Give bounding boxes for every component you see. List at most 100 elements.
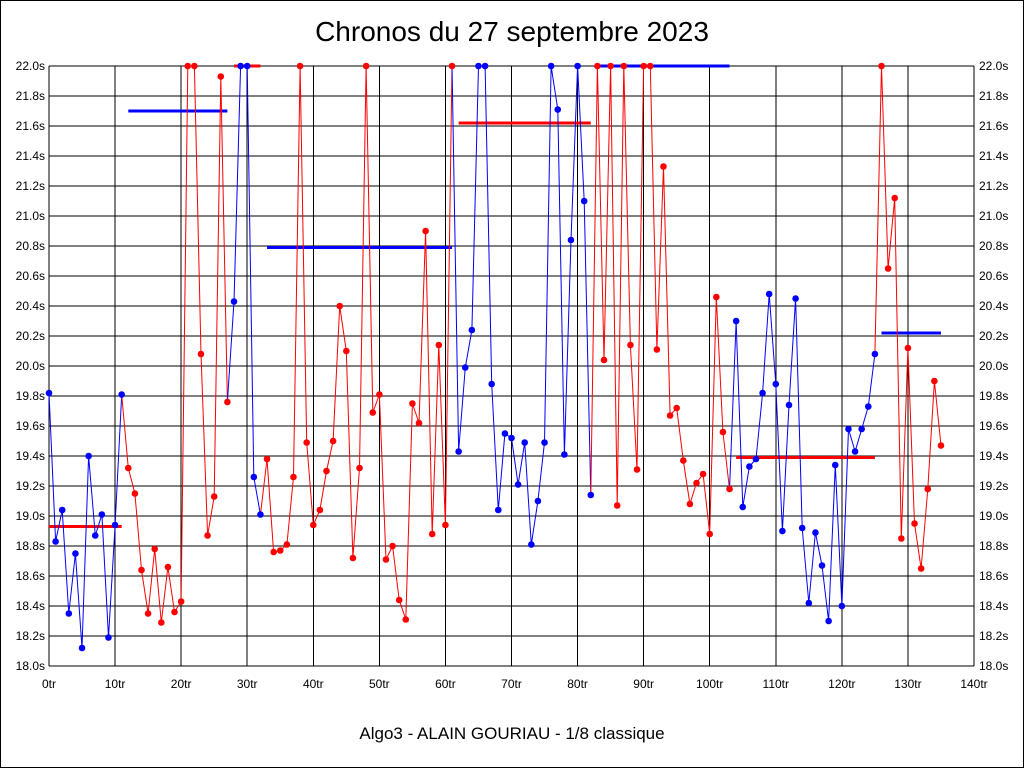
grid (48, 65, 975, 667)
series-line-red (881, 65, 942, 569)
data-point-red (349, 554, 357, 562)
data-point-red (693, 479, 700, 487)
data-point-blue (561, 451, 568, 458)
data-point-blue (831, 461, 839, 469)
series-connector-red (874, 65, 882, 355)
data-point-red (164, 563, 172, 571)
data-point-blue (111, 521, 119, 529)
y-tick-label-right: 18.2s (979, 629, 1008, 643)
data-point-blue (772, 380, 780, 388)
series-connector-blue (729, 320, 737, 490)
x-tick-label: 0tr (42, 677, 56, 691)
data-point-red (296, 62, 304, 70)
y-tick-label-right: 20.4s (979, 299, 1008, 313)
y-tick-label-right: 20.8s (979, 239, 1008, 253)
chart-title: Chronos du 27 septembre 2023 (315, 16, 709, 47)
y-tick-label-right: 21.4s (979, 149, 1008, 163)
y-tick-label-left: 20.6s (16, 269, 45, 283)
data-point-blue (541, 439, 548, 446)
x-tick-label: 30tr (237, 677, 258, 691)
data-point-red (713, 293, 720, 301)
data-point-red (177, 598, 185, 605)
data-point-blue (746, 463, 753, 470)
data-point-red (204, 532, 211, 539)
data-point-blue (805, 599, 813, 607)
data-point-red (151, 545, 159, 553)
y-tick-label-right: 21.8s (979, 89, 1008, 103)
data-point-blue (85, 452, 92, 460)
data-point-red (937, 442, 945, 449)
y-tick-label-left: 18.4s (16, 599, 45, 613)
data-point-blue (65, 610, 73, 617)
series (48, 65, 942, 649)
series-connector-red (121, 394, 129, 469)
data-point-red (666, 412, 674, 419)
data-point-blue (851, 448, 859, 455)
data-point-blue (78, 644, 86, 652)
data-point-blue (792, 295, 799, 302)
data-point-blue (752, 455, 760, 463)
data-point-blue (845, 425, 852, 433)
data-point-red (382, 556, 390, 563)
data-point-red (884, 265, 892, 272)
data-point-blue (468, 326, 476, 334)
y-tick-label-right: 18.6s (979, 569, 1008, 583)
data-point-blue (528, 541, 535, 548)
y-tick-label-right: 19.2s (979, 479, 1008, 493)
data-point-blue (818, 562, 826, 569)
y-tick-label-right: 20.2s (979, 329, 1008, 343)
data-point-red (428, 530, 436, 538)
y-tick-label-right: 19.4s (979, 449, 1008, 463)
data-point-blue (554, 106, 562, 113)
data-point-red (686, 500, 694, 508)
y-tick-label-left: 20.2s (16, 329, 45, 343)
y-tick-label-left: 22.0s (16, 59, 45, 73)
data-point-blue (105, 634, 112, 641)
data-point-red (613, 502, 621, 509)
series-connector-red (590, 65, 598, 496)
y-tick-label-left: 21.6s (16, 119, 45, 133)
data-point-red (442, 521, 449, 529)
data-point-blue (739, 503, 747, 511)
data-point-blue (230, 298, 238, 305)
y-tick-label-right: 18.0s (979, 659, 1008, 673)
y-tick-label-right: 19.8s (979, 389, 1008, 403)
data-point-red (343, 347, 350, 355)
data-point-blue (798, 524, 806, 532)
data-point-red (138, 566, 145, 574)
data-point-red (369, 409, 377, 416)
data-point-red (660, 163, 667, 170)
data-point-red (356, 464, 363, 472)
data-point-blue (72, 550, 79, 557)
data-point-red (336, 302, 344, 310)
data-point-red (362, 62, 370, 70)
data-point-blue (52, 538, 59, 545)
x-tick-label: 70tr (501, 677, 522, 691)
y-tick-label-right: 19.6s (979, 419, 1008, 433)
data-point-red (184, 62, 192, 70)
y-tick-label-left: 20.0s (16, 359, 45, 373)
data-point-red (607, 62, 614, 70)
data-point-blue (732, 317, 740, 325)
data-point-blue (481, 62, 489, 70)
data-point-red (158, 619, 165, 626)
y-tick-label-right: 21.6s (979, 119, 1008, 133)
data-point-red (402, 616, 410, 623)
x-tick-label: 110tr (763, 677, 789, 691)
x-tick-label: 100tr (696, 677, 723, 691)
data-point-red (409, 400, 416, 407)
data-point-blue (838, 602, 846, 610)
data-point-red (435, 341, 443, 349)
data-point-blue (765, 290, 773, 298)
data-point-red (144, 610, 152, 617)
data-point-blue (461, 364, 469, 371)
y-tick-label-right: 19.0s (979, 509, 1008, 523)
y-tick-label-left: 18.8s (16, 539, 45, 553)
data-point-blue (118, 391, 125, 398)
data-point-red (653, 346, 661, 353)
y-tick-label-right: 21.2s (979, 179, 1008, 193)
y-tick-label-right: 21.0s (979, 209, 1008, 223)
data-point-red (878, 62, 885, 70)
data-point-red (448, 62, 456, 70)
